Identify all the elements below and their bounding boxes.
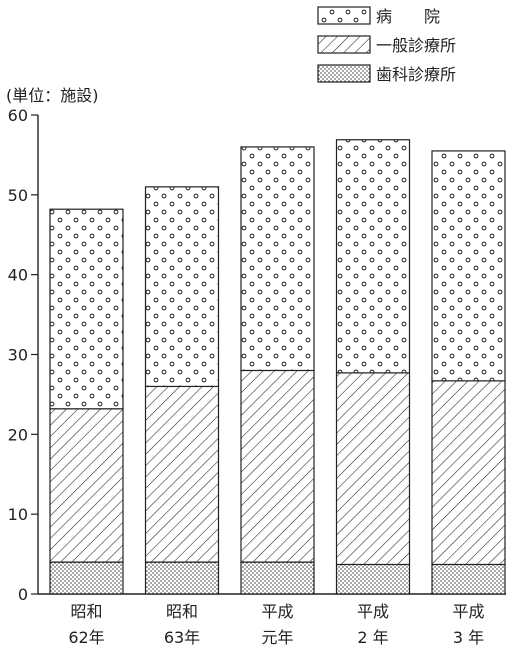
bar-segment [335, 372, 411, 566]
y-tick-label: 10 [8, 505, 28, 524]
x-category-label: 昭和 [70, 602, 102, 621]
bar-segment [431, 563, 506, 595]
x-category-label: 62年 [68, 628, 104, 647]
bar-segment [49, 408, 124, 563]
legend-swatch [317, 64, 371, 83]
x-category-label: 63年 [164, 628, 200, 647]
bar-segment [240, 561, 315, 595]
y-axis-unit-label: (単位：施設) [6, 86, 99, 105]
bar-segment [144, 385, 220, 563]
x-category-label: 昭和 [166, 602, 198, 621]
bar-segment [144, 186, 220, 388]
bar-segment [431, 150, 506, 382]
bar-segment [431, 380, 506, 566]
bar-segment [49, 208, 124, 410]
y-tick-label: 0 [18, 585, 28, 604]
x-category-label: 3 年 [453, 628, 484, 647]
x-category-label: 2 年 [357, 628, 388, 647]
x-category-label: 元年 [261, 628, 293, 647]
bar-segment [335, 139, 411, 374]
x-category-label: 平成 [452, 602, 484, 621]
y-tick-label: 40 [8, 266, 28, 285]
bars-group [49, 139, 506, 595]
y-tick-label: 60 [8, 106, 28, 125]
legend-label: 病 院 [376, 7, 440, 26]
legend-swatch [317, 35, 371, 54]
bar-segment [240, 146, 315, 372]
y-tick-label: 50 [8, 186, 28, 205]
y-tick-label: 20 [8, 425, 28, 444]
bar-segment [144, 561, 220, 595]
x-category-label: 平成 [357, 602, 389, 621]
legend-swatch [317, 6, 371, 25]
bar-segment [240, 369, 315, 563]
bar-segment [49, 561, 124, 595]
legend-label: 歯科診療所 [376, 65, 456, 84]
legend-label: 一般診療所 [376, 36, 456, 55]
bar-segment [335, 563, 411, 595]
x-category-label: 平成 [261, 602, 293, 621]
y-tick-label: 30 [8, 346, 28, 365]
